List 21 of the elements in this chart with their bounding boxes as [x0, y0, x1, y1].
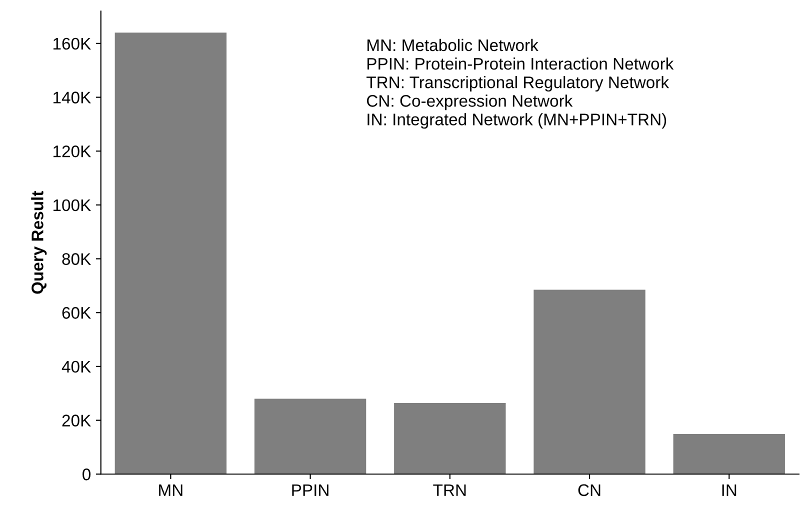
x-tick-label: PPIN	[292, 484, 328, 496]
x-tick-label: CN	[578, 484, 600, 496]
bar	[254, 398, 366, 474]
y-tick-label: 80K	[62, 253, 91, 265]
bar	[394, 403, 506, 474]
x-tick-label: TRN	[433, 484, 466, 496]
annotation: MN: Metabolic Network PPIN: Protein-Protein Interaction Network TRN: Transcriptional Regulatory Network CN: Co-expression Network IN: Integrated Network (MN+PPIN+TRN)	[366, 38, 674, 129]
bar	[673, 434, 785, 474]
x-tick-label: MN	[159, 484, 182, 496]
y-tick-label: 160K	[54, 38, 91, 50]
y-tick-label: 0	[82, 468, 90, 480]
y-tick-label: 100K	[54, 199, 91, 212]
bar	[114, 32, 227, 474]
y-tick-label: 40K	[62, 360, 91, 373]
y-tick-label: 60K	[62, 307, 91, 319]
bar	[534, 290, 646, 474]
y-tick-label: 140K	[54, 92, 91, 104]
y-tick-label: 20K	[62, 414, 91, 426]
y-axis-title: Query Result	[31, 190, 47, 294]
x-tick-label: IN	[722, 484, 736, 496]
y-tick-label: 120K	[54, 146, 91, 158]
